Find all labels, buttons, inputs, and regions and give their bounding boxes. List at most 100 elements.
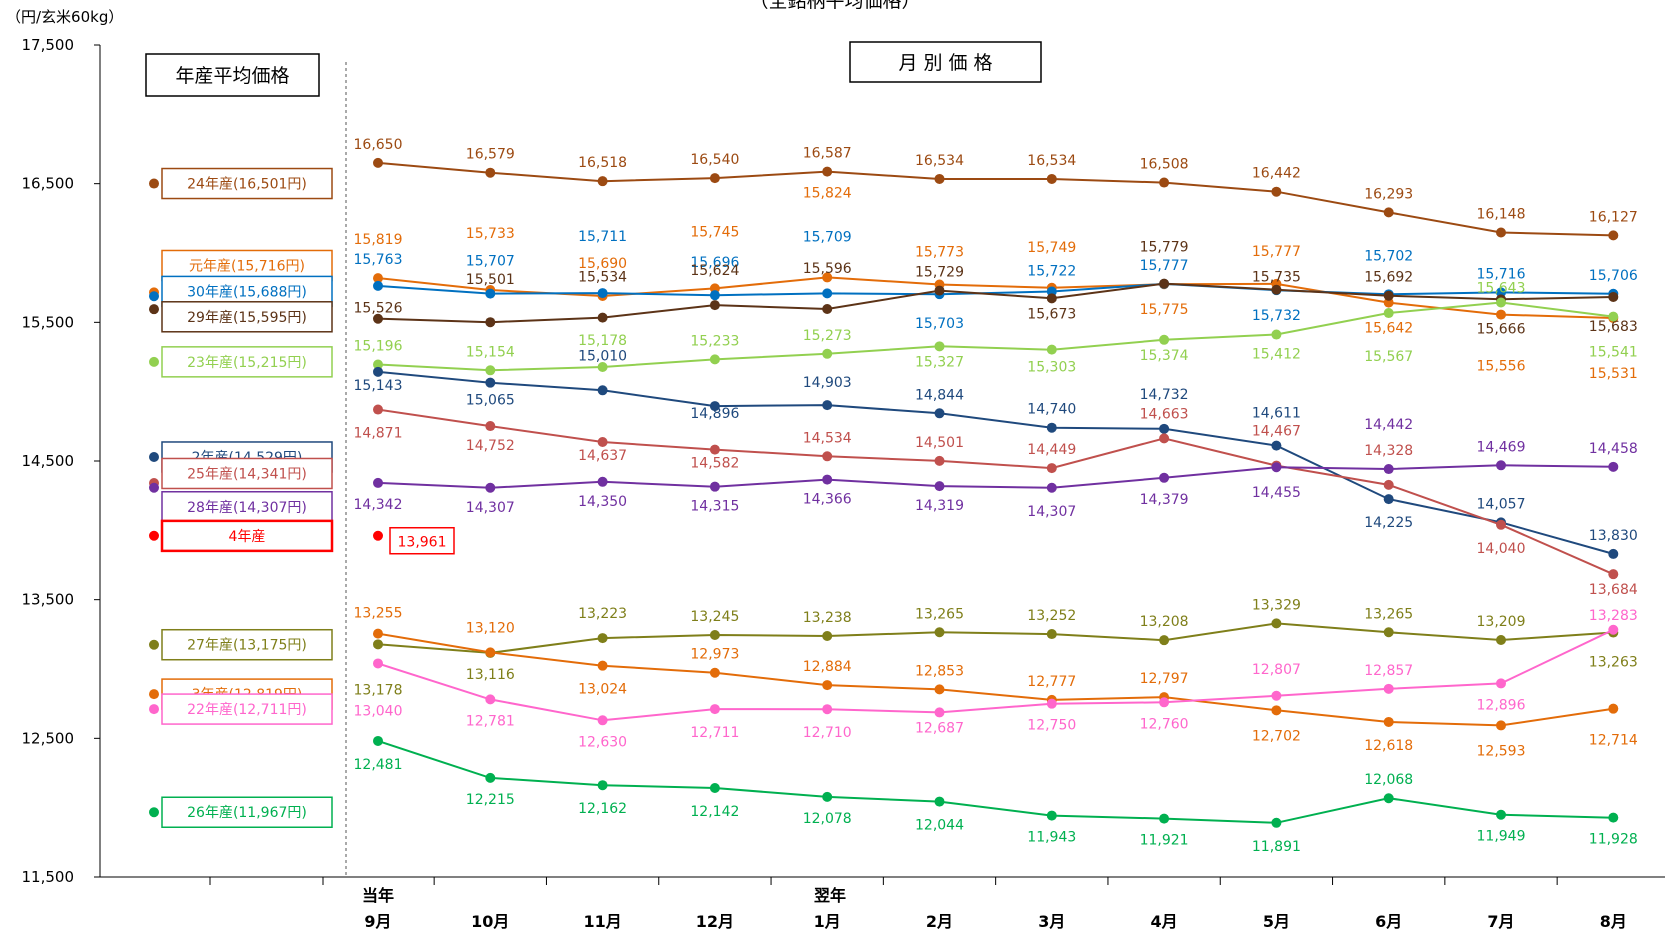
- data-point: [1608, 703, 1619, 714]
- data-point: [1159, 433, 1170, 444]
- data-point: [485, 647, 496, 658]
- data-point: [822, 791, 833, 802]
- data-label: 13,209: [1477, 614, 1526, 630]
- data-label: 15,624: [690, 263, 739, 279]
- series: 13,961: [373, 526, 455, 555]
- data-point: [1271, 462, 1282, 473]
- data-label: 15,673: [1027, 306, 1076, 322]
- data-point: [1383, 494, 1394, 505]
- data-label: 14,350: [578, 494, 627, 510]
- data-label: 15,196: [354, 338, 403, 354]
- series: 15,526 15,501 15,534 15,624 15,596 15,729 15,6…: [354, 240, 1638, 338]
- data-point: [822, 474, 833, 485]
- data-point: [709, 354, 720, 365]
- data-point: [822, 680, 833, 691]
- data-point: [373, 273, 383, 284]
- data-point: [1608, 230, 1619, 241]
- data-label: 15,526: [354, 301, 403, 317]
- annual-point: [149, 704, 159, 715]
- data-point: [1496, 309, 1506, 320]
- data-point: [1046, 482, 1057, 493]
- data-point: [373, 157, 383, 168]
- series: 13,255 13,120 13,024 12,973 12,884 12,853 12,7…: [354, 606, 1638, 760]
- data-point: [1383, 716, 1394, 727]
- year-marker-next: 翌年: [814, 886, 846, 905]
- series-line: [377, 282, 1614, 297]
- data-label: 12,807: [1252, 662, 1301, 678]
- data-label: 15,716: [1477, 266, 1526, 282]
- data-point: [485, 772, 496, 783]
- legend-label: 23年産(15,215円): [187, 355, 307, 371]
- data-label: 15,567: [1364, 349, 1413, 365]
- data-label: 16,127: [1589, 209, 1638, 225]
- data-label: 14,040: [1477, 541, 1526, 557]
- data-point: [597, 385, 608, 396]
- data-label: 16,579: [466, 147, 515, 163]
- series: 16,650 16,579 16,518 16,540 16,587 16,534 16,5…: [354, 137, 1638, 241]
- data-label: 12,777: [1027, 674, 1076, 690]
- data-label: 15,749: [1027, 240, 1076, 256]
- data-point: [1159, 334, 1170, 345]
- data-point: [934, 341, 945, 352]
- data-point: [1608, 812, 1619, 823]
- data-point: [709, 782, 720, 793]
- data-label: 15,696: [690, 255, 739, 271]
- annual-point: [149, 639, 159, 650]
- year-marker-current: 当年: [362, 886, 394, 905]
- data-label: 12,973: [690, 647, 739, 663]
- data-point: [934, 285, 945, 296]
- data-point: [709, 481, 720, 492]
- data-label: 12,760: [1140, 716, 1189, 732]
- data-label: 14,582: [690, 456, 739, 472]
- data-label: 13,329: [1252, 597, 1301, 613]
- data-point: [1159, 278, 1170, 289]
- series: 14,342 14,307 14,350 14,315 14,366 14,319 14,3…: [354, 417, 1638, 520]
- x-axis-ticks: 9月 10月 11月 12月 1月 2月 3月 4月 5月 6月 7月 8月: [209, 877, 1627, 931]
- data-point: [485, 365, 496, 376]
- monthly-header: 月 別 価 格: [849, 41, 1042, 83]
- annual-point: [149, 291, 159, 302]
- data-point: [1496, 227, 1506, 238]
- data-label: 13,255: [354, 606, 403, 622]
- data-label: 15,745: [690, 224, 739, 240]
- legend-box: [161, 167, 333, 200]
- series-line: [377, 301, 1614, 372]
- data-label: 15,154: [466, 344, 515, 360]
- data-point: [822, 400, 833, 411]
- data-point: [373, 366, 383, 377]
- data-point: [1496, 287, 1506, 298]
- data-label: 11,928: [1589, 832, 1638, 848]
- data-label: 15,374: [1140, 348, 1189, 364]
- data-label: 15,642: [1364, 321, 1413, 337]
- data-label: 13,245: [690, 609, 739, 625]
- data-point: [1271, 690, 1282, 701]
- data-label: 12,630: [578, 734, 627, 750]
- x-tick-label: 11月: [583, 912, 621, 931]
- data-label: 15,666: [1477, 321, 1526, 337]
- data-label: 15,412: [1252, 347, 1301, 363]
- annual-point: [149, 356, 159, 367]
- data-label: 16,508: [1140, 157, 1189, 173]
- data-label: 12,711: [690, 725, 739, 741]
- data-point: [1608, 461, 1619, 472]
- data-label: 11,949: [1477, 829, 1526, 845]
- series-line: [377, 161, 1614, 237]
- data-point: [597, 361, 608, 372]
- data-point: [373, 313, 383, 324]
- data-label: 12,593: [1477, 743, 1526, 759]
- legend-label: 4年産: [229, 529, 266, 545]
- data-label: 15,596: [803, 261, 852, 277]
- data-point: [597, 288, 608, 299]
- data-label: 15,010: [578, 348, 627, 364]
- data-label-box: [389, 526, 455, 555]
- y-tick-label: 12,500: [22, 729, 75, 747]
- data-label: 12,797: [1140, 671, 1189, 687]
- data-label: 13,961: [398, 535, 447, 551]
- legend-label: 29年産(15,595円): [187, 310, 307, 326]
- data-label: 15,711: [578, 229, 627, 245]
- data-point: [1046, 173, 1057, 184]
- data-label: 16,293: [1364, 186, 1413, 202]
- data-point: [1383, 290, 1394, 301]
- data-label: 15,733: [466, 226, 515, 242]
